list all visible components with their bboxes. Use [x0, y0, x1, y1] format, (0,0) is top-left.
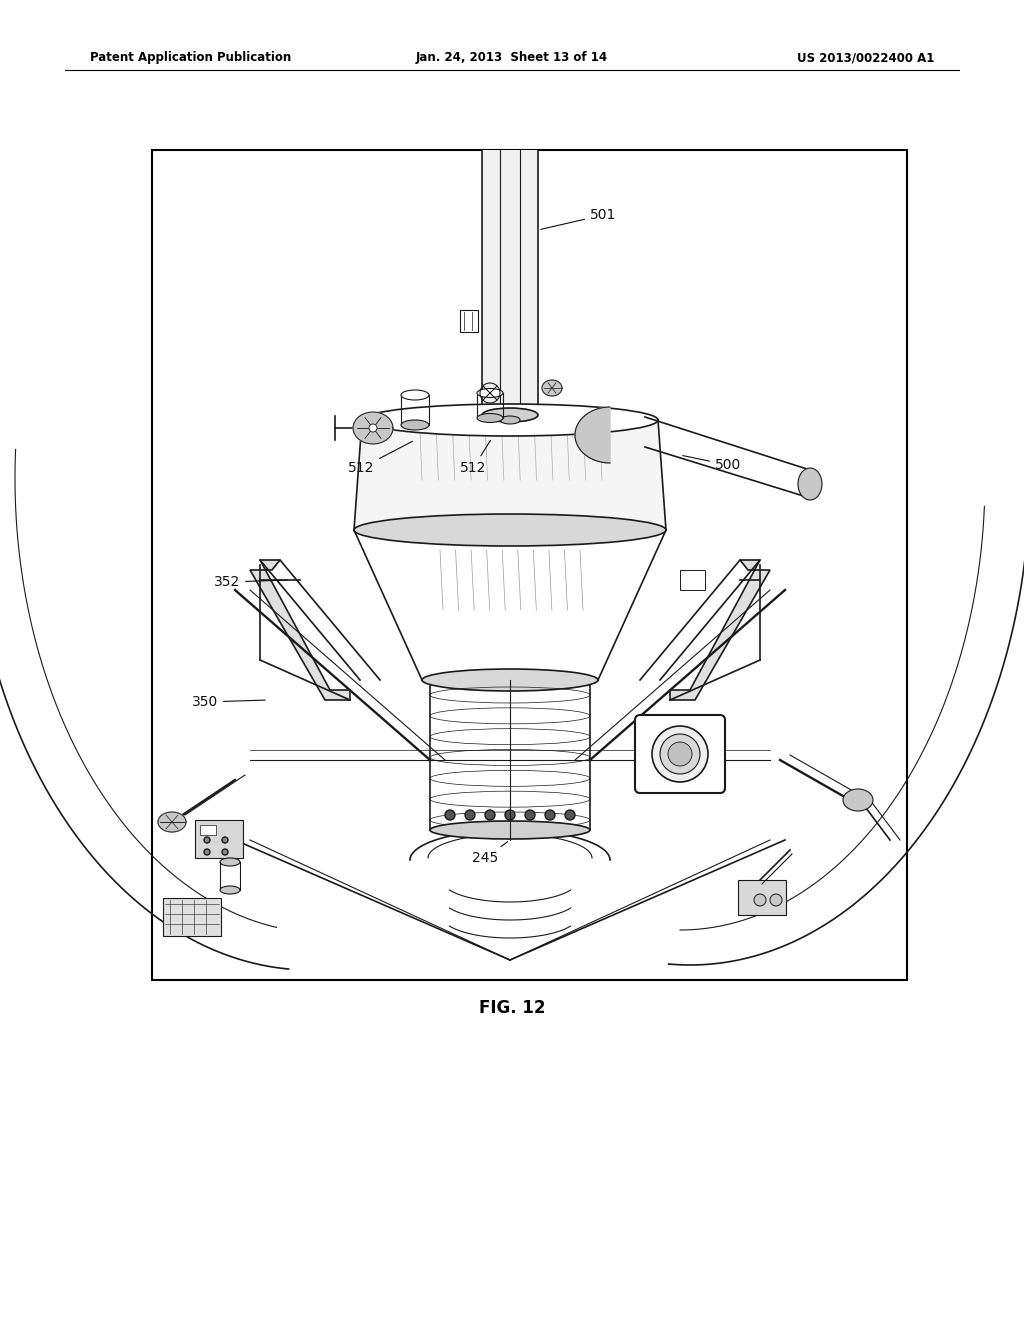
Polygon shape	[670, 560, 770, 700]
Circle shape	[369, 424, 377, 432]
Bar	[163, 898, 221, 936]
Ellipse shape	[401, 420, 429, 430]
Ellipse shape	[482, 408, 538, 422]
Circle shape	[485, 810, 495, 820]
Text: Patent Application Publication: Patent Application Publication	[90, 51, 291, 65]
Ellipse shape	[354, 513, 666, 546]
Text: 245: 245	[472, 842, 508, 865]
Ellipse shape	[220, 858, 240, 866]
Ellipse shape	[362, 404, 658, 436]
Ellipse shape	[158, 812, 186, 832]
Circle shape	[770, 894, 782, 906]
Circle shape	[652, 726, 708, 781]
Circle shape	[668, 742, 692, 766]
Ellipse shape	[500, 416, 520, 424]
Bar	[152, 150, 907, 979]
Circle shape	[445, 810, 455, 820]
Circle shape	[204, 837, 210, 843]
Bar	[738, 880, 786, 915]
Circle shape	[754, 894, 766, 906]
Bar	[200, 825, 216, 836]
Ellipse shape	[401, 389, 429, 400]
Text: 500: 500	[683, 455, 741, 473]
Bar	[482, 150, 538, 425]
Text: 350: 350	[191, 696, 265, 709]
Bar	[460, 310, 478, 333]
Polygon shape	[354, 420, 666, 531]
Circle shape	[465, 810, 475, 820]
Polygon shape	[158, 812, 186, 832]
Text: Jan. 24, 2013  Sheet 13 of 14: Jan. 24, 2013 Sheet 13 of 14	[416, 51, 608, 65]
Text: 501: 501	[541, 209, 616, 230]
FancyBboxPatch shape	[635, 715, 725, 793]
Circle shape	[565, 810, 575, 820]
Text: 512: 512	[460, 441, 490, 475]
Circle shape	[525, 810, 535, 820]
Polygon shape	[575, 407, 610, 463]
Text: 352: 352	[214, 576, 287, 589]
Circle shape	[222, 849, 228, 855]
Ellipse shape	[843, 789, 873, 810]
Circle shape	[545, 810, 555, 820]
Ellipse shape	[477, 388, 503, 397]
Bar	[195, 820, 243, 858]
Ellipse shape	[430, 821, 590, 840]
Bar	[680, 570, 705, 590]
Circle shape	[222, 837, 228, 843]
Circle shape	[204, 849, 210, 855]
Text: US 2013/0022400 A1: US 2013/0022400 A1	[797, 51, 934, 65]
Polygon shape	[353, 412, 393, 444]
Polygon shape	[542, 380, 562, 396]
Ellipse shape	[477, 413, 503, 422]
Circle shape	[660, 734, 700, 774]
Ellipse shape	[422, 669, 598, 690]
Text: 512: 512	[348, 441, 413, 475]
Ellipse shape	[220, 886, 240, 894]
Ellipse shape	[798, 469, 822, 500]
Polygon shape	[250, 560, 350, 700]
Circle shape	[505, 810, 515, 820]
Text: FIG. 12: FIG. 12	[479, 999, 545, 1016]
